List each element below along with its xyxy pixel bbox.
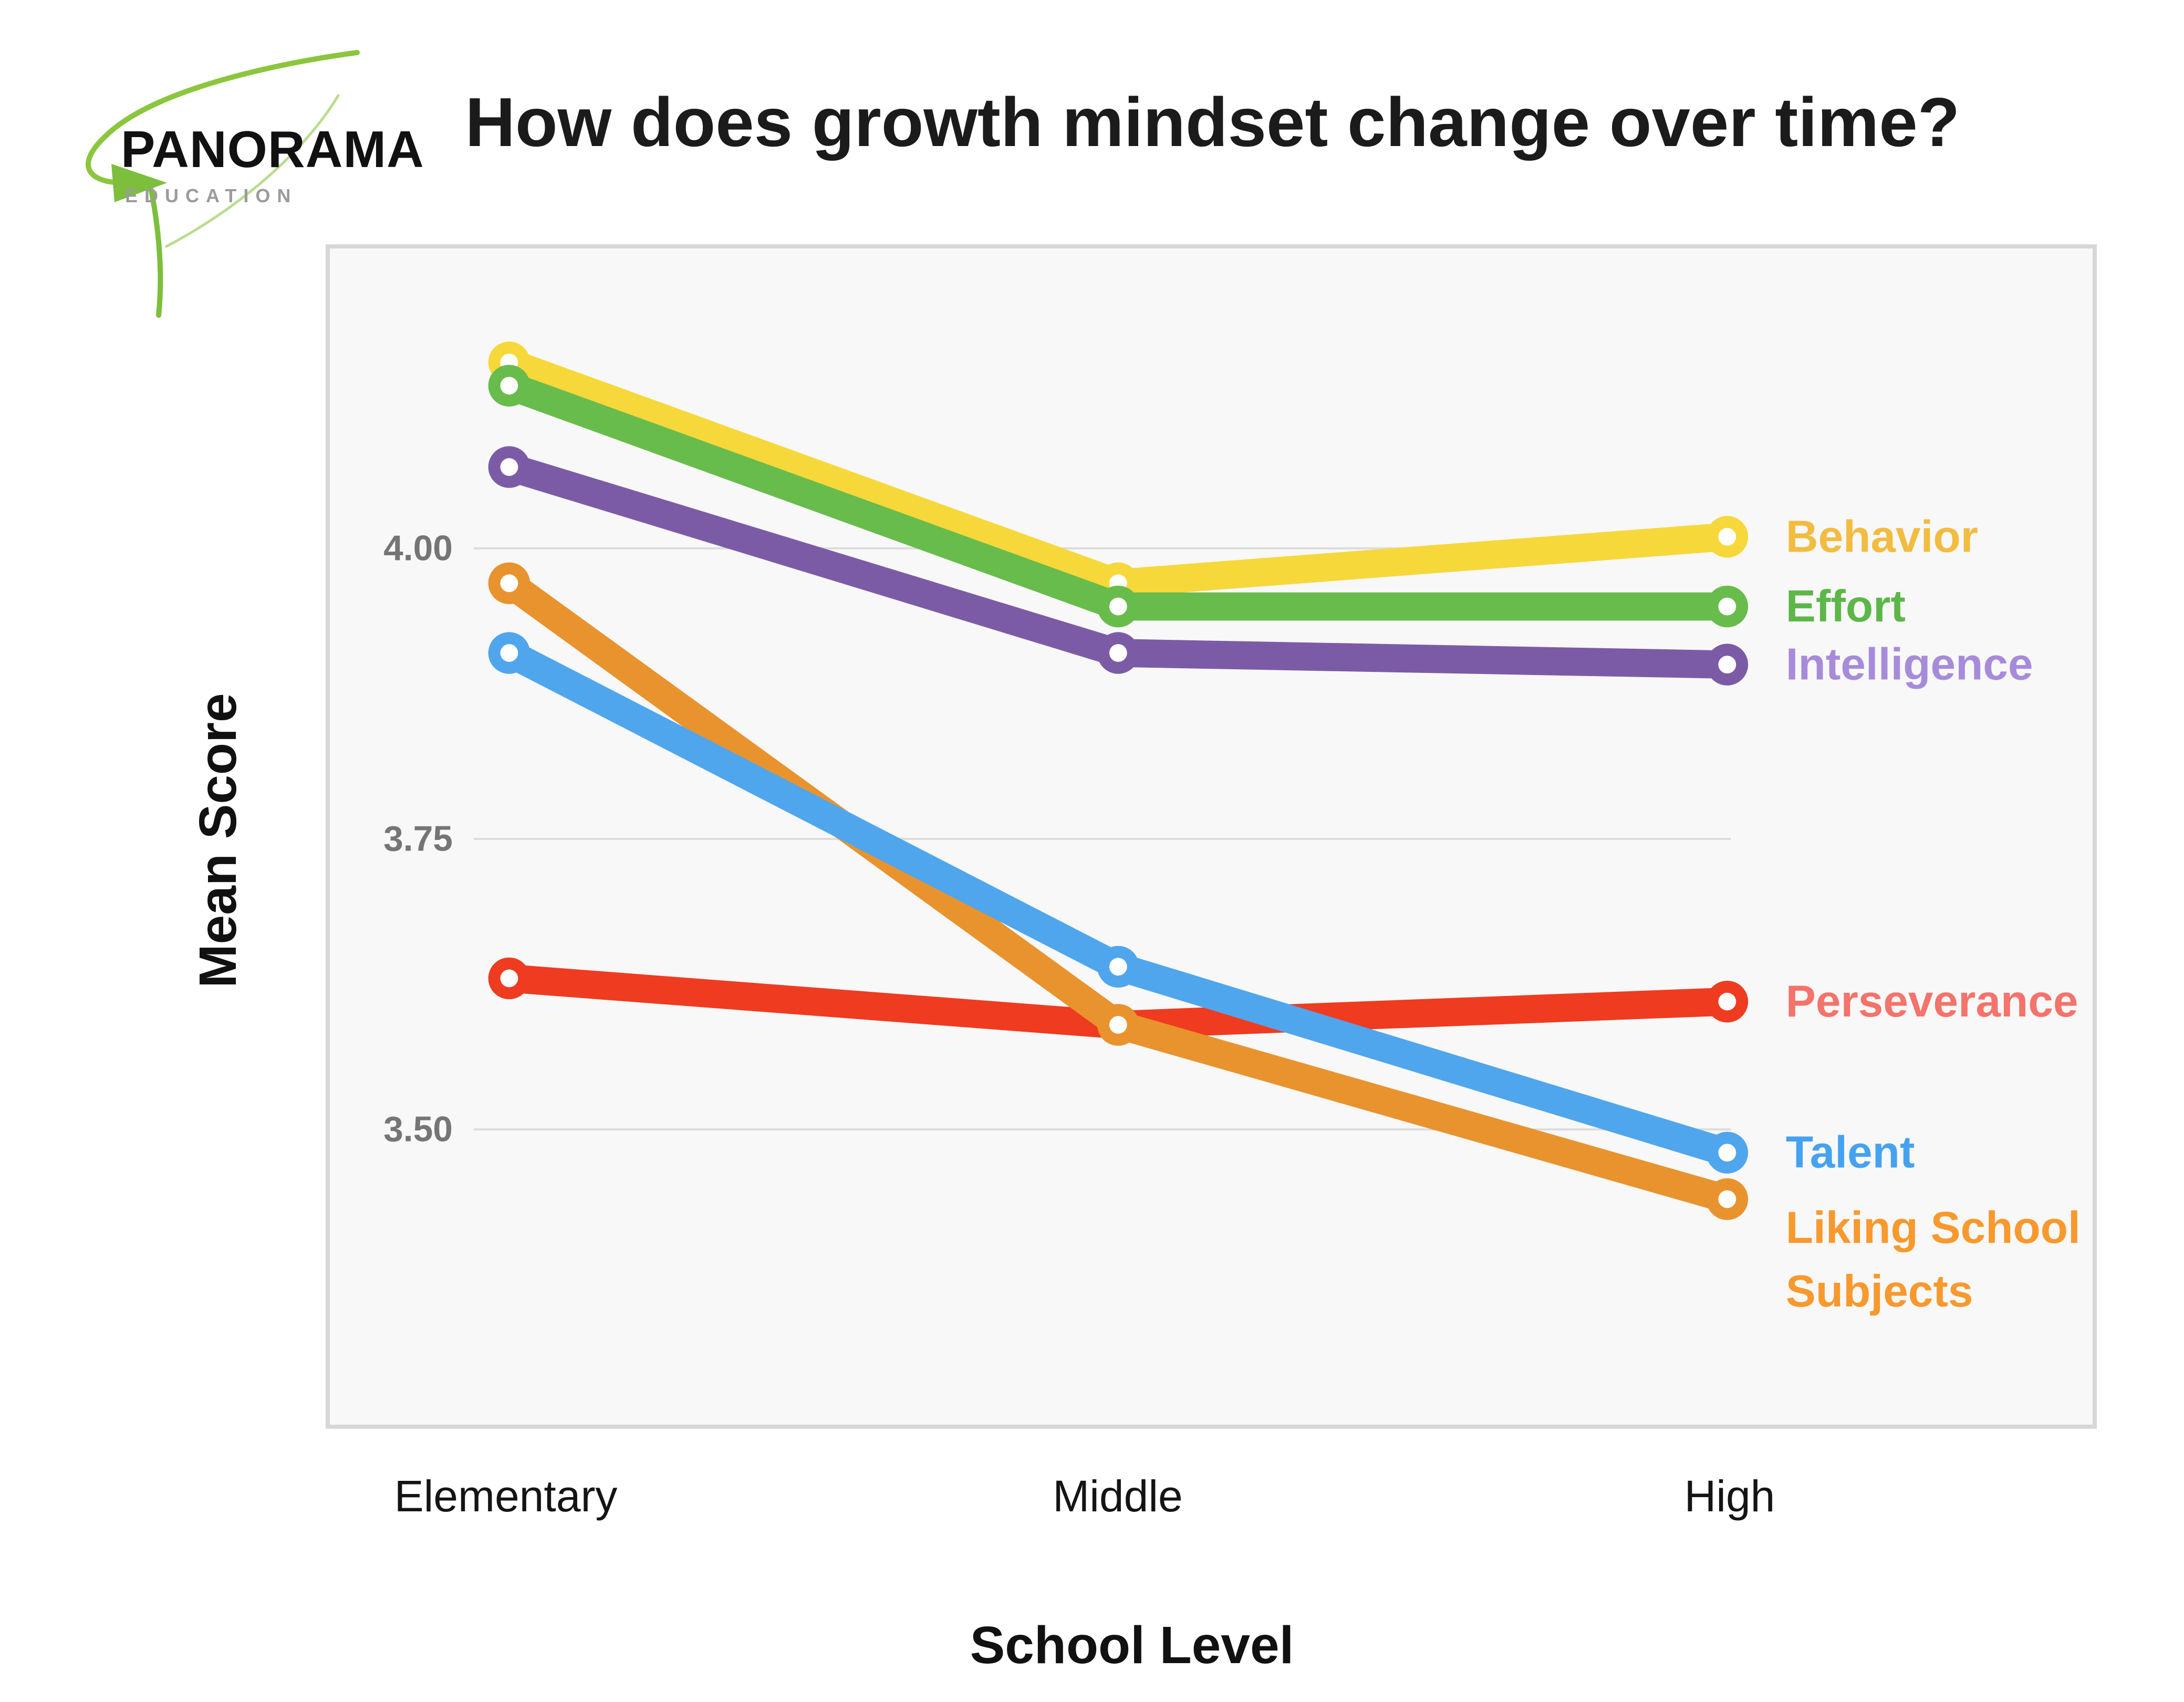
series-talent: [488, 632, 1749, 1174]
data-point-hole-behavior-high: [1718, 527, 1736, 546]
series-line-behavior: [504, 349, 1729, 598]
line-chart: 4.00 3.75 3.50 Behavior Effort Intelligence Pe…: [383, 341, 2081, 1316]
chart-title: How does growth mindset change over time…: [465, 84, 1960, 161]
data-point-hole-intelligence-middle: [1109, 644, 1127, 662]
data-point-hole-liking-school-subjects-middle: [1109, 1016, 1127, 1034]
data-point-hole-effort-high: [1718, 597, 1736, 616]
data-point-hole-perseverance-elementary: [500, 969, 518, 988]
series-intelligence: [488, 446, 1749, 686]
series-behavior: [488, 341, 1749, 605]
data-point-hole-liking-school-subjects-high: [1718, 1190, 1736, 1208]
series-effort: [488, 365, 1749, 628]
logo-sub-text: EDUCATION: [125, 185, 298, 206]
y-tick-label-3.50: 3.50: [383, 1110, 453, 1149]
logo-brand-text: PANORAMA: [121, 120, 424, 178]
x-axis-title: School Level: [970, 1616, 1294, 1675]
plot-panel: 4.00 3.75 3.50 Behavior Effort Intelligence Pe…: [326, 244, 2097, 1429]
data-point-hole-talent-elementary: [500, 644, 518, 662]
y-tick-label-3.75: 3.75: [383, 819, 453, 859]
data-point-hole-perseverance-high: [1718, 992, 1736, 1011]
y-axis-title: Mean Score: [189, 693, 247, 988]
series-liking-school-subjects: [488, 562, 1749, 1220]
series-label-intelligence: Intelligence: [1786, 640, 2033, 690]
series-label-effort: Effort: [1786, 582, 1906, 631]
x-tick-label-middle: Middle: [1053, 1471, 1183, 1521]
data-point-hole-effort-elementary: [500, 377, 518, 395]
series-label-talent: Talent: [1786, 1128, 1915, 1178]
data-point-hole-intelligence-elementary: [500, 458, 518, 476]
data-point-hole-effort-middle: [1109, 597, 1127, 616]
data-point-hole-talent-middle: [1109, 958, 1127, 976]
data-point-hole-talent-high: [1718, 1144, 1736, 1162]
series-label-behavior: Behavior: [1786, 512, 1978, 562]
panorama-logo: PANORAMA EDUCATION: [32, 21, 431, 336]
series-label-perseverance: Perseverance: [1786, 977, 2078, 1026]
x-tick-label-high: High: [1684, 1471, 1775, 1521]
series-label-liking-school-subjects-line1: Liking School: [1786, 1203, 2081, 1253]
data-point-hole-liking-school-subjects-elementary: [500, 574, 518, 593]
data-point-hole-intelligence-high: [1718, 656, 1736, 674]
logo-swoosh-icon: [86, 50, 360, 318]
y-tick-label-4.00: 4.00: [383, 528, 453, 568]
series-label-liking-school-subjects-line2: Subjects: [1786, 1267, 1973, 1316]
x-tick-label-elementary: Elementary: [394, 1471, 618, 1521]
